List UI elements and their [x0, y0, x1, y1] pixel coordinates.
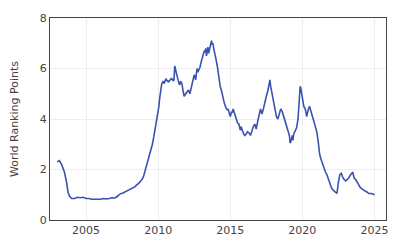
svg-text:World Ranking Points: World Ranking Points: [8, 61, 21, 177]
svg-text:0: 0: [40, 214, 47, 227]
svg-text:2025: 2025: [360, 224, 388, 237]
svg-text:6: 6: [40, 62, 47, 75]
svg-text:8: 8: [40, 12, 47, 25]
svg-text:2015: 2015: [216, 224, 244, 237]
svg-text:2010: 2010: [144, 224, 172, 237]
svg-text:4: 4: [40, 113, 47, 126]
svg-text:2020: 2020: [288, 224, 316, 237]
svg-text:2005: 2005: [72, 224, 100, 237]
svg-text:2: 2: [40, 163, 47, 176]
